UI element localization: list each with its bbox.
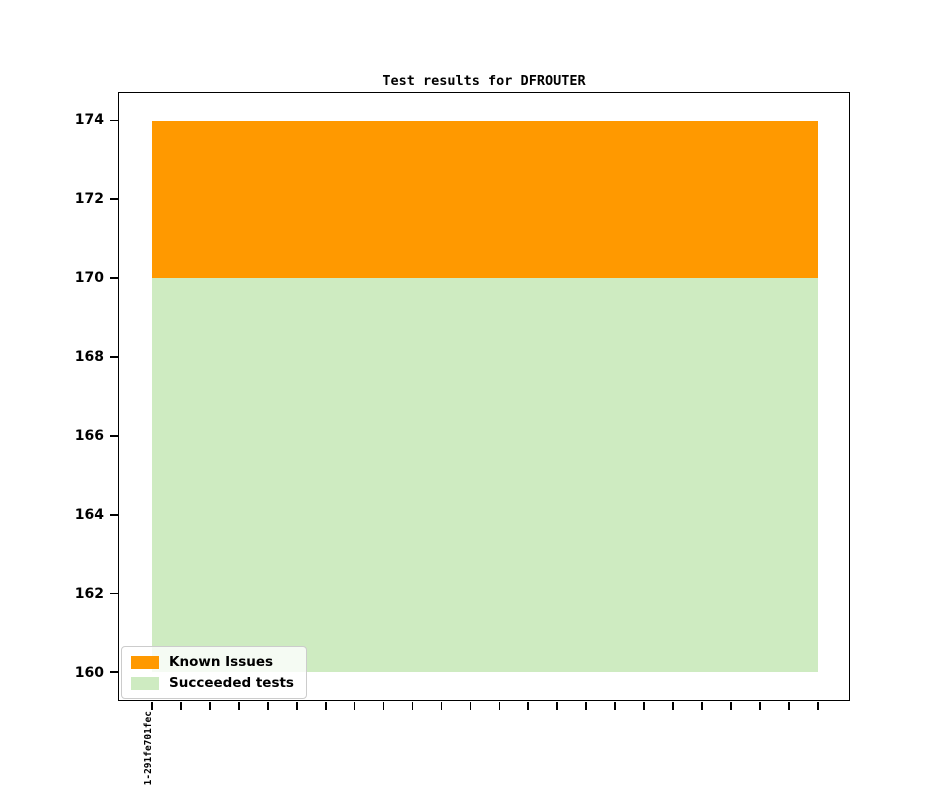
y-axis-tick-label: 174: [74, 111, 104, 128]
x-axis-tick-mark: [469, 701, 472, 710]
y-axis-tick-label: 160: [74, 665, 104, 682]
y-axis-tick-mark: [109, 356, 118, 358]
y-axis-tick-label: 172: [74, 190, 104, 207]
x-axis-tick-mark: [498, 701, 501, 710]
legend: Known Issues Succeeded tests: [121, 646, 307, 699]
legend-entry-succeeded-tests: Succeeded tests: [131, 675, 294, 691]
y-axis-tick-label: 170: [74, 269, 104, 286]
x-axis-tick-mark: [324, 701, 327, 710]
y-axis-tick-mark: [109, 198, 118, 201]
legend-swatch-known-issues: [131, 655, 159, 669]
y-axis-tick-mark: [109, 119, 118, 122]
y-axis-tick-mark: [109, 277, 118, 280]
y-axis-tick-label: 166: [74, 428, 104, 445]
x-axis-tick-mark: [295, 701, 298, 710]
y-axis-labels: 160 162 164 166 168 170 172 174: [0, 92, 104, 701]
legend-label-known-issues: Known Issues: [169, 654, 274, 670]
y-axis-tick-mark: [109, 513, 118, 516]
legend-swatch-succeeded-tests: [131, 676, 159, 690]
x-axis-tick-mark: [237, 701, 240, 710]
legend-label-succeeded-tests: Succeeded tests: [169, 675, 294, 691]
x-axis-tick-mark: [817, 701, 819, 710]
x-axis-tick-mark: [614, 701, 617, 710]
plot-area: [109, 92, 850, 710]
x-axis-tick-mark: [701, 701, 704, 710]
y-axis-tick-mark: [109, 434, 118, 437]
y-axis-tick-label: 168: [74, 348, 104, 365]
x-axis-tick-mark: [353, 701, 356, 710]
x-axis-tick-mark: [179, 701, 182, 710]
area-series-known-issues: [151, 120, 819, 279]
x-axis-tick-mark: [556, 701, 559, 710]
x-axis-tick-mark: [440, 701, 443, 710]
x-axis-tick-mark: [759, 701, 761, 710]
x-axis-tick-mark: [585, 701, 588, 710]
x-axis-tick-mark: [382, 701, 385, 710]
x-axis-tick-mark: [411, 701, 414, 710]
chart-title: Test results for DFROUTER: [382, 73, 586, 89]
y-axis-tick-label: 162: [74, 586, 104, 603]
y-axis-tick-label: 164: [74, 507, 104, 524]
legend-entry-known-issues: Known Issues: [131, 654, 294, 670]
y-axis-tick-mark: [109, 592, 118, 595]
x-axis-tick-mark: [788, 701, 790, 710]
area-series-succeeded-tests: [151, 278, 819, 673]
x-axis-tick-mark: [266, 701, 269, 710]
x-axis-tick-mark: [672, 701, 675, 710]
x-axis-tick-mark: [730, 701, 733, 710]
x-tick-label-version-text: 1-291fe701fec: [143, 711, 154, 786]
x-axis-tick-mark: [208, 701, 211, 710]
x-axis-tick-mark: [643, 701, 646, 710]
x-axis-tick-mark: [150, 701, 153, 710]
x-tick-label-version: 1-291fe701fec: [143, 711, 154, 787]
y-axis-tick-mark: [109, 671, 118, 674]
x-axis-tick-mark: [527, 701, 530, 710]
